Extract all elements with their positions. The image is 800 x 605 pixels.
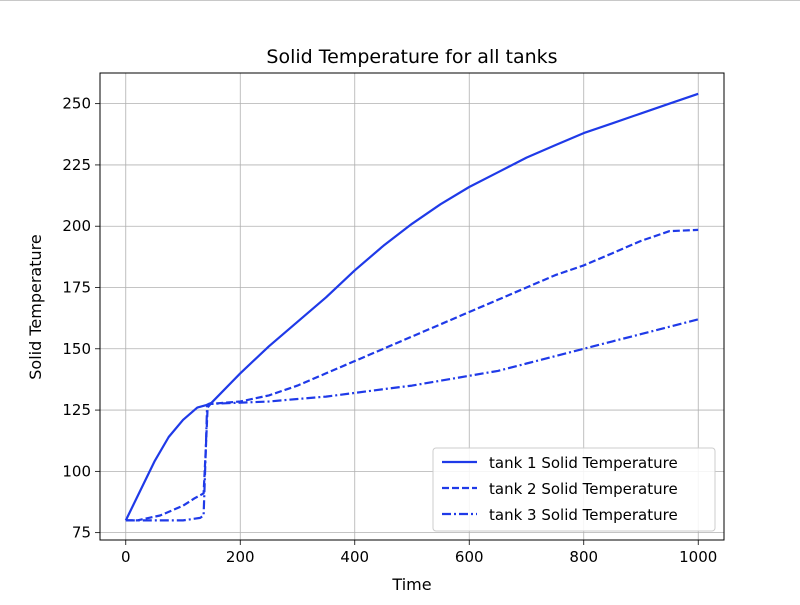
chart-title: Solid Temperature for all tanks — [266, 46, 557, 68]
series-lines — [124, 92, 699, 522]
window-top-border — [0, 0, 800, 1]
plot-frame — [99, 72, 725, 541]
y-axis-label: Solid Temperature — [26, 234, 45, 379]
legend-label: tank 1 Solid Temperature — [489, 454, 678, 472]
y-tick-label: 175 — [62, 279, 91, 297]
y-tick-label: 75 — [72, 524, 91, 542]
series-line-tank-2 — [125, 228, 699, 522]
x-tick-label: 800 — [569, 548, 598, 566]
y-tick-label: 125 — [62, 401, 91, 419]
x-tick-label: 200 — [226, 548, 255, 566]
legend-box — [432, 447, 716, 532]
legend-label: tank 3 Solid Temperature — [489, 506, 678, 524]
x-tick-label: 400 — [340, 548, 369, 566]
x-tick-label: 600 — [455, 548, 484, 566]
y-tick-label: 225 — [62, 156, 91, 174]
legend-label: tank 2 Solid Temperature — [489, 480, 678, 498]
y-tick-label: 100 — [62, 462, 91, 480]
legend: tank 1 Solid Temperature tank 2 Solid Tem… — [432, 447, 716, 532]
y-tick-label: 200 — [62, 217, 91, 235]
y-tick-label: 150 — [62, 340, 91, 358]
series-line-tank-1 — [124, 92, 699, 521]
x-tick-label: 1000 — [679, 548, 717, 566]
y-tick-label: 250 — [62, 95, 91, 113]
axis-ticks: 0 200 400 600 800 1000 75 100 125 150 175 200 225 250 — [62, 95, 717, 566]
x-tick-label: 0 — [121, 548, 131, 566]
x-axis-label: Time — [391, 575, 431, 594]
